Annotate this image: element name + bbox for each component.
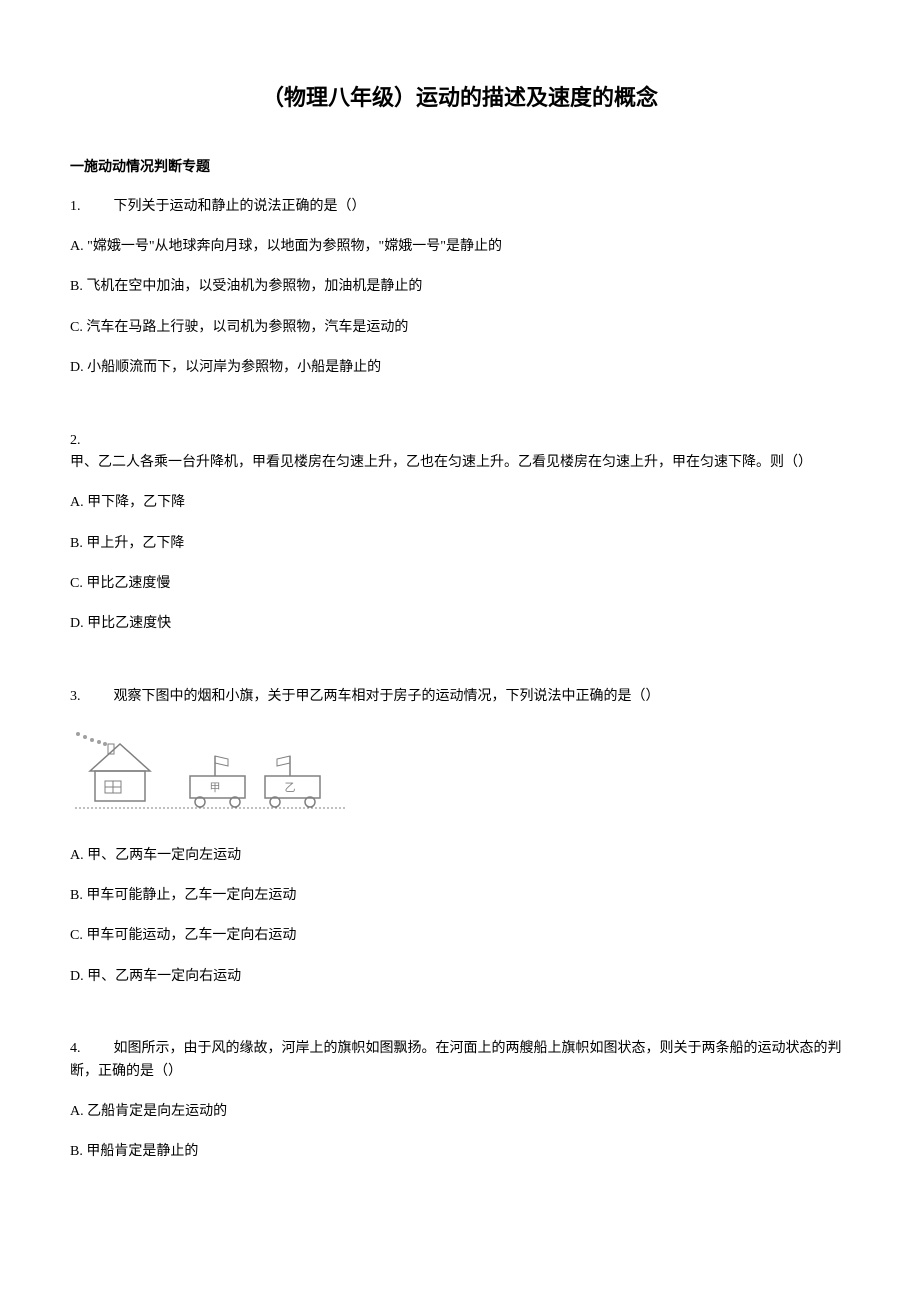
option-a: A. 甲下降，乙下降 (70, 492, 850, 514)
question-text: 观察下图中的烟和小旗，关于甲乙两车相对于房子的运动情况，下列说法中正确的是（） (114, 689, 660, 704)
question-text: 下列关于运动和静止的说法正确的是（） (114, 199, 366, 214)
question-2: 2. 甲、乙二人各乘一台升降机，甲看见楼房在匀速上升，乙也在匀速上升。乙看见楼房… (70, 430, 850, 636)
section-header: 一施动动情况判断专题 (70, 155, 850, 177)
option-b: B. 飞机在空中加油，以受油机为参照物，加油机是静止的 (70, 276, 850, 298)
question-text: 如图所示，由于风的缘故，河岸上的旗帜如图飘扬。在河面上的两艘船上旗帜如图状态，则… (70, 1041, 842, 1078)
option-d: D. 甲、乙两车一定向右运动 (70, 966, 850, 988)
question-4: 4. 如图所示，由于风的缘故，河岸上的旗帜如图飘扬。在河面上的两艘船上旗帜如图状… (70, 1038, 850, 1164)
document-title: （物理八年级）运动的描述及速度的概念 (70, 80, 850, 115)
option-a: A. "嫦娥一号"从地球奔向月球，以地面为参照物，"嫦娥一号"是静止的 (70, 236, 850, 258)
option-b: B. 甲上升，乙下降 (70, 533, 850, 555)
option-c: C. 甲比乙速度慢 (70, 573, 850, 595)
diagram-house-cars: 甲 乙 (70, 726, 850, 824)
question-text: 甲、乙二人各乘一台升降机，甲看见楼房在匀速上升，乙也在匀速上升。乙看见楼房在匀速… (70, 455, 812, 470)
option-c: C. 汽车在马路上行驶，以司机为参照物，汽车是运动的 (70, 317, 850, 339)
question-3: 3. 观察下图中的烟和小旗，关于甲乙两车相对于房子的运动情况，下列说法中正确的是… (70, 686, 850, 988)
option-a: A. 乙船肯定是向左运动的 (70, 1101, 850, 1123)
question-number: 3. (70, 686, 110, 708)
question-1: 1. 下列关于运动和静止的说法正确的是（） A. "嫦娥一号"从地球奔向月球，以… (70, 196, 850, 380)
option-b: B. 甲车可能静止，乙车一定向左运动 (70, 885, 850, 907)
question-number: 4. (70, 1038, 110, 1060)
option-b: B. 甲船肯定是静止的 (70, 1141, 850, 1163)
question-number: 1. (70, 196, 110, 218)
option-c: C. 甲车可能运动，乙车一定向右运动 (70, 925, 850, 947)
question-number: 2. (70, 430, 110, 452)
option-d: D. 甲比乙速度快 (70, 613, 850, 635)
option-a: A. 甲、乙两车一定向左运动 (70, 845, 850, 867)
svg-text:甲: 甲 (210, 782, 221, 794)
svg-text:乙: 乙 (285, 781, 296, 794)
option-d: D. 小船顺流而下，以河岸为参照物，小船是静止的 (70, 357, 850, 379)
